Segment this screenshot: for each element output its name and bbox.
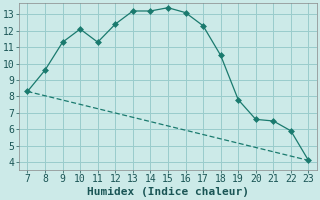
- X-axis label: Humidex (Indice chaleur): Humidex (Indice chaleur): [87, 187, 249, 197]
